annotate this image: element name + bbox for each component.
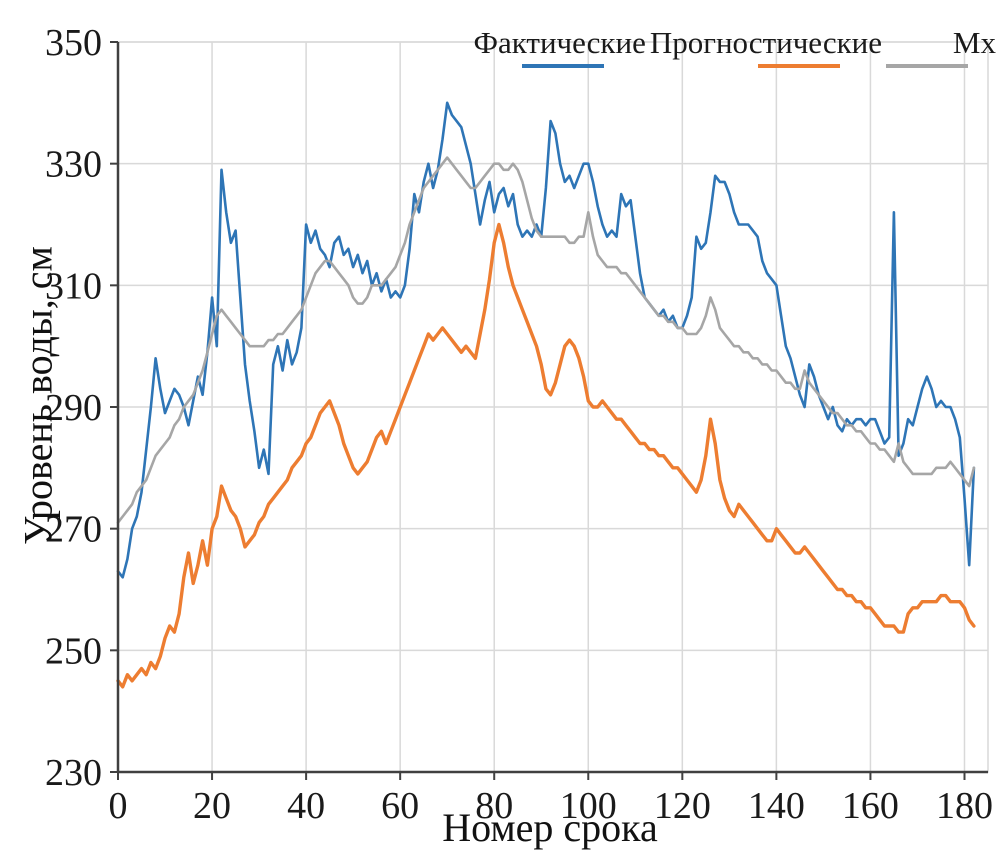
y-tick-label: 310 [45, 265, 102, 307]
legend-line-sample-orange [758, 64, 840, 69]
x-tick-label: 20 [193, 785, 231, 827]
legend-label: Прогностические [649, 25, 882, 60]
tick-marks [110, 41, 966, 780]
x-tick-labels: 0 20 40 60 80 100 120 140 160 180 [109, 785, 993, 827]
legend-label: Мх [952, 25, 996, 60]
x-tick-label: 40 [287, 785, 325, 827]
y-tick-label: 270 [45, 509, 102, 551]
legend-line-sample-blue [521, 64, 604, 69]
legend-line-sample-gray [886, 64, 968, 69]
x-tick-label: 60 [381, 785, 419, 827]
series-line-3 [116, 156, 976, 524]
x-tick-label: 80 [475, 785, 513, 827]
y-tick-labels: 230 250 270 290 310 330 350 [45, 22, 102, 794]
y-tick-label: 330 [45, 144, 102, 186]
x-tick-label: 120 [654, 785, 711, 827]
y-tick-label: 230 [45, 752, 102, 794]
x-axis-title: Номер срока [442, 805, 658, 850]
y-tick-label: 350 [45, 22, 102, 64]
legend-item-fakticheskie: Фактические [473, 25, 646, 69]
legend-label: Фактические [473, 25, 646, 60]
y-tick-label: 290 [45, 387, 102, 429]
gridlines [117, 41, 988, 773]
series-line-2 [116, 222, 976, 689]
y-tick-label: 250 [45, 630, 102, 672]
x-tick-label: 0 [109, 785, 128, 827]
legend: Фактические Прогностические Мх [0, 25, 996, 69]
x-tick-label: 140 [748, 785, 805, 827]
x-tick-label: 180 [936, 785, 993, 827]
x-tick-label: 100 [560, 785, 617, 827]
legend-item-mx: Мх [886, 25, 996, 69]
y-axis-title: Уровень воды, см [15, 246, 61, 545]
x-tick-label: 160 [842, 785, 899, 827]
legend-item-prognosticheskie: Прогностические [649, 25, 882, 69]
